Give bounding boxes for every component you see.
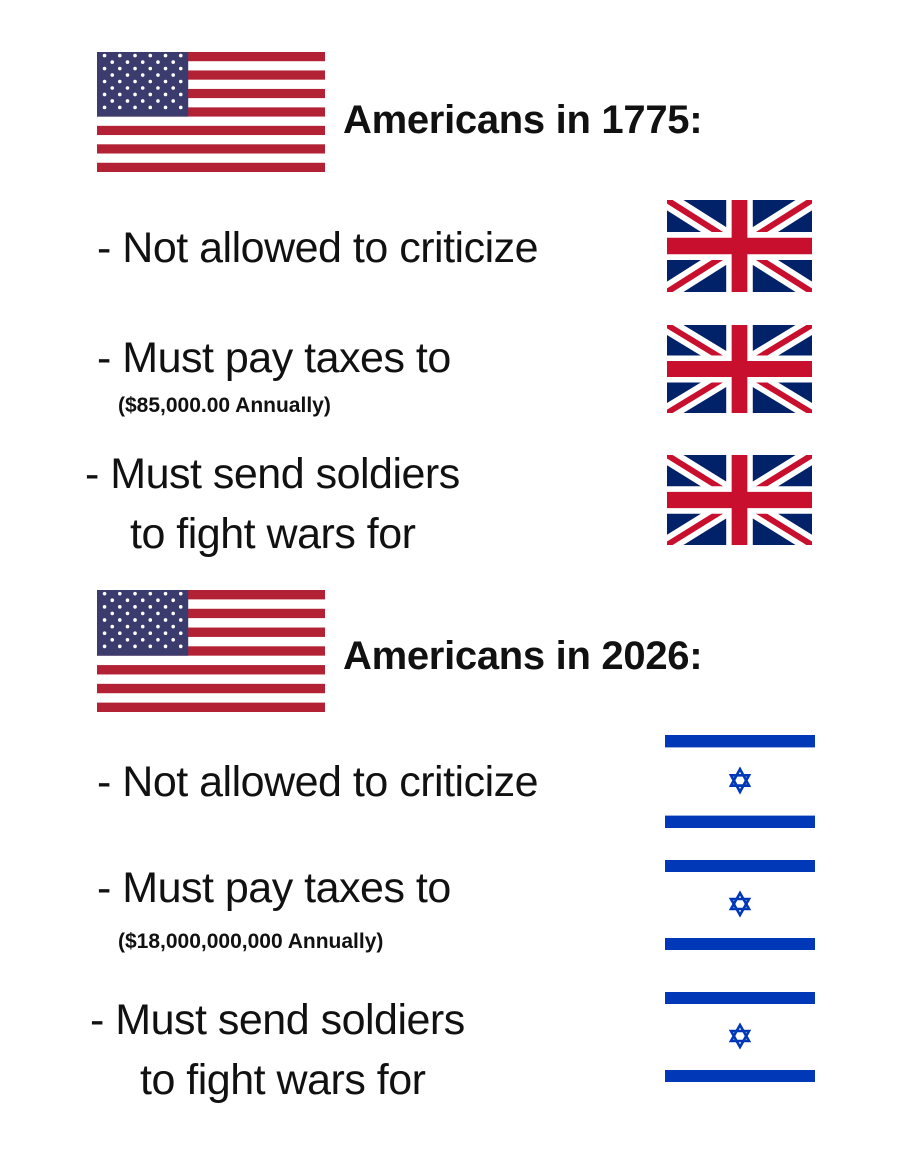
uk-flag (667, 455, 812, 545)
list-item-note: ($85,000.00 Annually) (118, 394, 331, 417)
israel-flag (665, 735, 815, 828)
list-item-text: - Must pay taxes to (97, 334, 451, 382)
list-item-text: - Must send soldiers (85, 450, 460, 498)
list-item-note: ($18,000,000,000 Annually) (118, 930, 384, 953)
star-of-david-icon (728, 890, 752, 918)
uk-flag (667, 200, 812, 292)
section-heading: Americans in 1775: (343, 98, 703, 142)
israel-flag (665, 992, 815, 1082)
section-heading: Americans in 2026: (343, 634, 703, 678)
star-of-david-icon (728, 766, 752, 795)
list-item-text: - Not allowed to criticize (97, 758, 539, 806)
israel-flag (665, 860, 815, 950)
list-item-text: - Must send soldiers (90, 996, 465, 1044)
list-item-text-continued: to fight wars for (140, 1056, 426, 1104)
list-item-text: - Not allowed to criticize (97, 224, 539, 272)
us-flag (97, 52, 325, 172)
us-flag (97, 590, 325, 712)
star-of-david-icon (728, 1022, 752, 1050)
list-item-text: - Must pay taxes to (97, 864, 451, 912)
list-item-text-continued: to fight wars for (130, 510, 416, 558)
uk-flag (667, 325, 812, 413)
